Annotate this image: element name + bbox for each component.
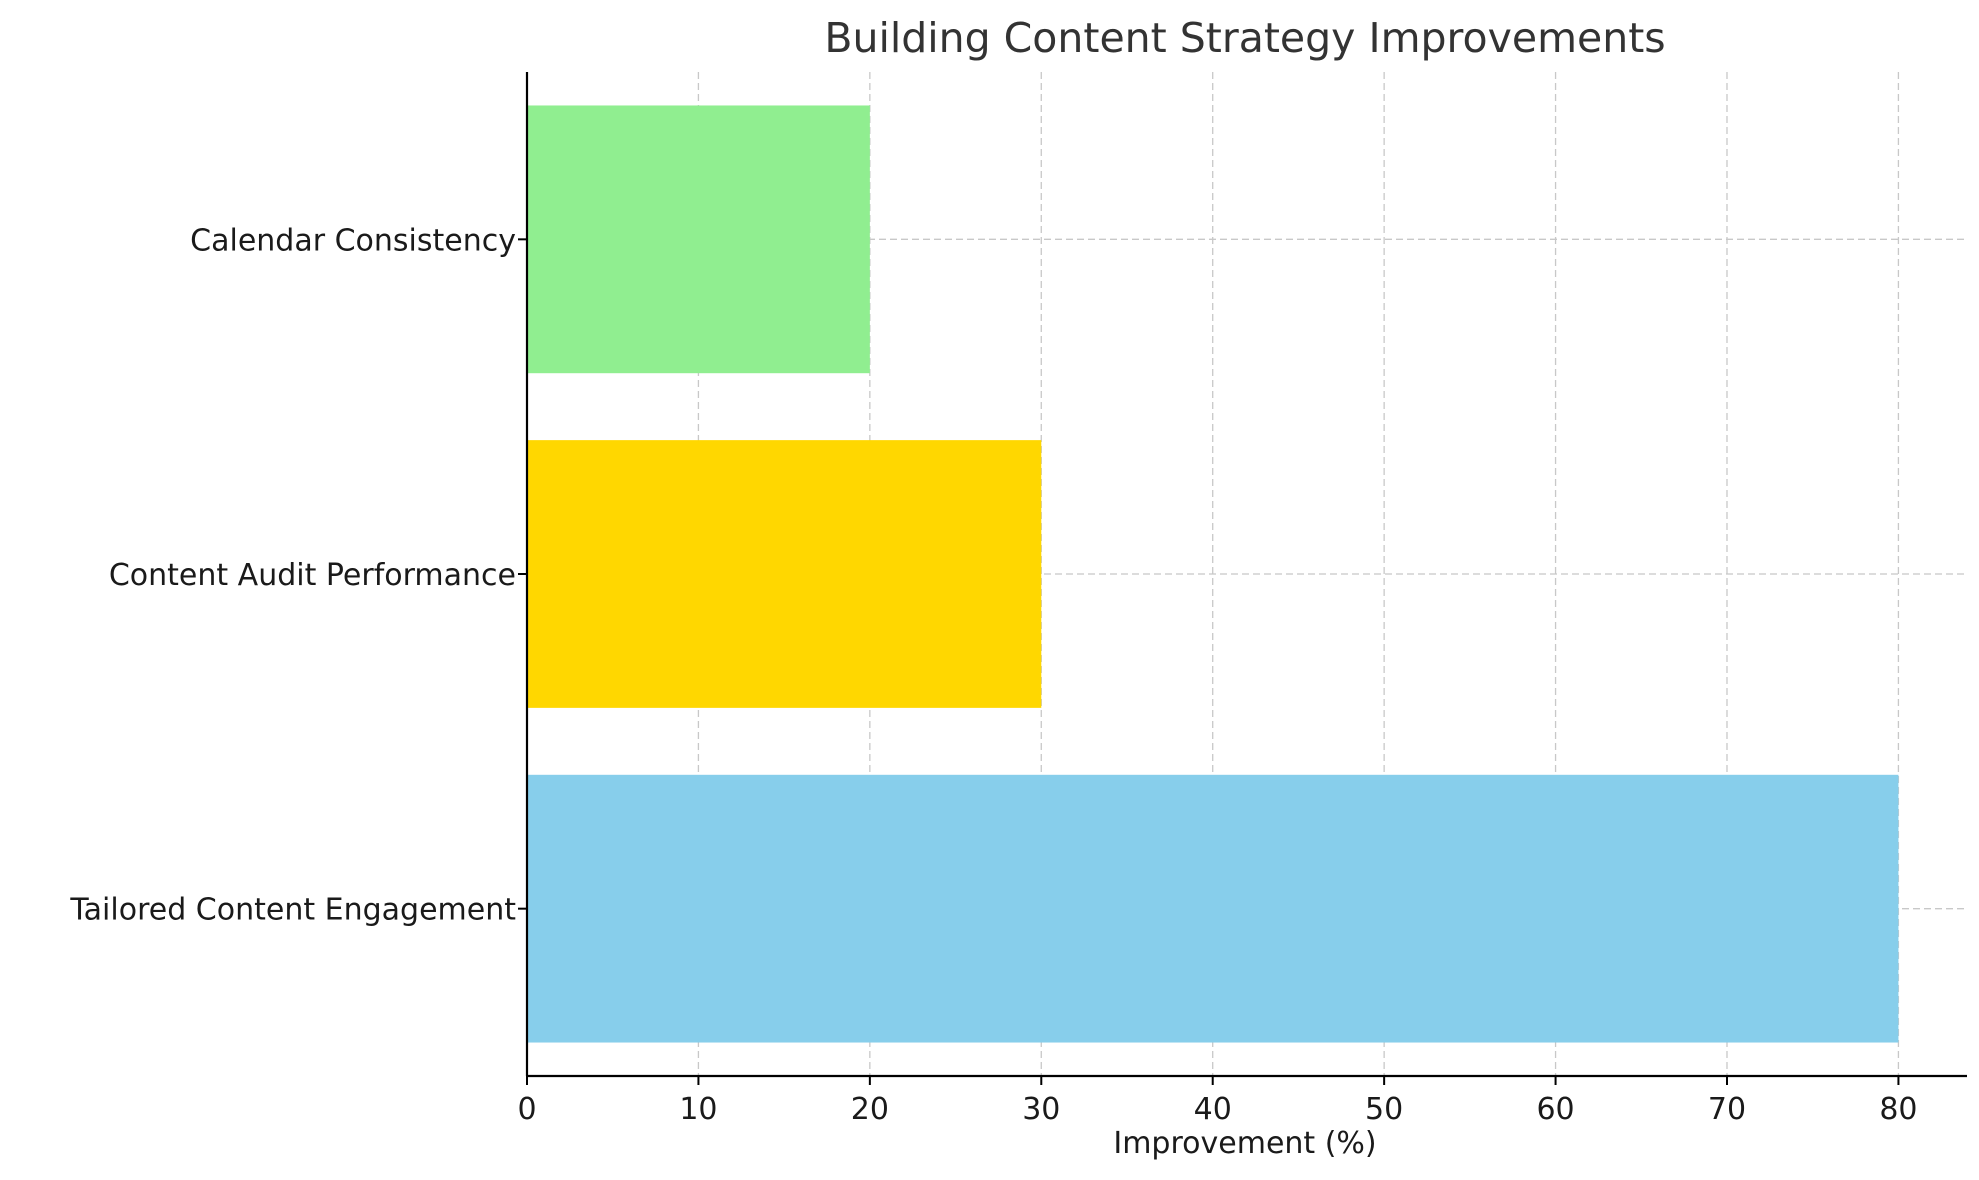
chart-title: Building Content Strategy Improvements (824, 14, 1665, 62)
x-axis-label: Improvement (%) (1113, 1126, 1376, 1161)
x-tick-label: 10 (679, 1092, 717, 1127)
y-tick-label: Calendar Consistency (190, 223, 516, 258)
x-tick-label: 60 (1536, 1092, 1574, 1127)
y-tick-label: Tailored Content Engagement (69, 893, 516, 928)
labels-layer: 0 10 20 30 40 50 60 70 80 Tailored Content Engage… (69, 223, 1917, 1127)
x-tick-label: 20 (851, 1092, 889, 1127)
x-tick-label: 40 (1194, 1092, 1232, 1127)
bars-layer (527, 105, 1899, 1043)
bar (527, 105, 870, 374)
axes-layer (518, 72, 1967, 1085)
y-tick-label: Content Audit Performance (109, 558, 516, 593)
x-tick-label: 0 (517, 1092, 536, 1127)
x-tick-label: 70 (1708, 1092, 1746, 1127)
x-tick-label: 50 (1365, 1092, 1403, 1127)
x-tick-label: 30 (1022, 1092, 1060, 1127)
x-tick-label: 80 (1879, 1092, 1917, 1127)
bar (527, 440, 1042, 708)
bar (527, 774, 1899, 1043)
